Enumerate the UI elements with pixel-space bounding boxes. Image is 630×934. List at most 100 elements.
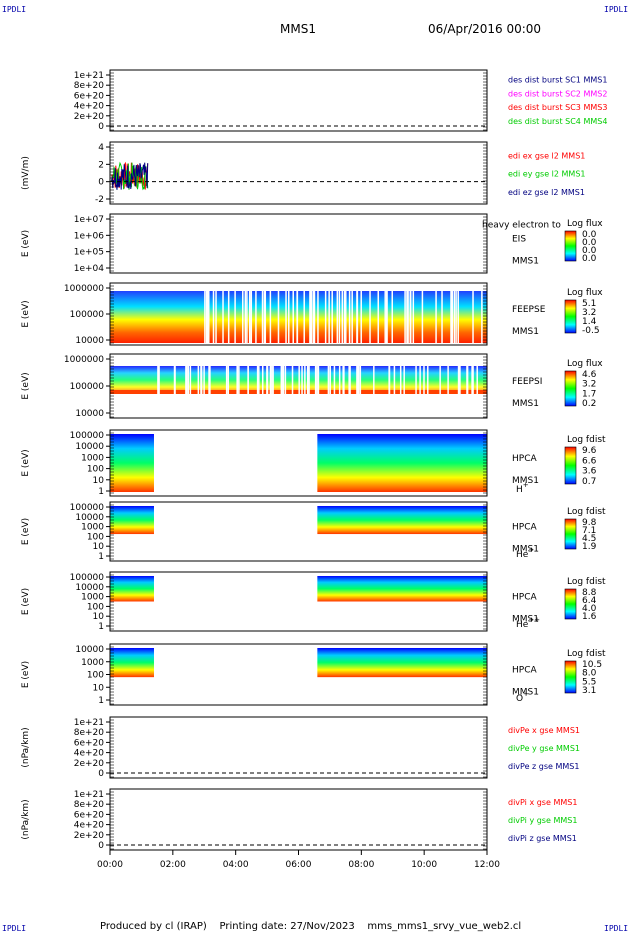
colorbar-tick-label: 10.5 — [582, 660, 602, 670]
data-gap — [439, 360, 441, 404]
data-gap — [466, 360, 468, 404]
panel-p3: 1e+07 1e+06 1e+05 1e+04 E (eV) EIS MMS1 heavy e… — [21, 213, 603, 274]
data-gap — [189, 360, 192, 404]
data-gap — [258, 360, 260, 404]
x-tick-label: 06:00 — [286, 860, 312, 870]
data-gap — [329, 360, 331, 404]
instrument-name: HPCA — [512, 593, 537, 603]
colorbar-tick-label: 0.0 — [582, 254, 597, 264]
colorbar — [564, 588, 577, 620]
y-tick-label: 2e+20 — [74, 759, 105, 769]
colorbar-tick-label: 0.0 — [582, 238, 597, 248]
y-tick-label: 1 — [98, 552, 104, 562]
y-tick-label: 1000 — [81, 453, 104, 463]
colorbar — [564, 370, 577, 407]
panel-frame — [109, 69, 488, 132]
data-gap — [423, 360, 425, 404]
y-tick-label: 8e+20 — [74, 81, 105, 91]
y-tick-label: 10 — [93, 542, 105, 552]
data-gap — [285, 287, 287, 343]
data-gap — [204, 287, 206, 343]
colorbar — [564, 299, 577, 334]
data-gap — [250, 287, 253, 343]
data-gap — [298, 360, 300, 404]
hpca-spectrogram-H+ — [110, 434, 487, 492]
colorbar-title: Log fdist — [567, 649, 606, 659]
colorbar-title: Log flux — [567, 219, 603, 229]
data-gap — [287, 287, 290, 343]
data-gap — [208, 360, 210, 404]
y-tick-label: 100000 — [70, 573, 105, 583]
legend-entry: edi ey gse l2 MMS1 — [508, 170, 586, 179]
data-gap — [377, 287, 379, 343]
legend-entry: divPe y gse MMS1 — [508, 744, 580, 753]
y-axis-label: (mV/m) — [21, 156, 31, 190]
spacecraft-label: MMS1 — [512, 399, 539, 409]
colorbar — [564, 230, 577, 262]
data-gap — [212, 287, 215, 343]
x-axis: 00:00 02:00 04:00 06:00 08:00 10:00 12:00 — [97, 850, 500, 870]
instrument-name: HPCA — [512, 523, 537, 533]
spacecraft-label: MMS1 — [512, 327, 539, 337]
data-gap — [292, 287, 294, 343]
hpca-early-interval — [110, 648, 154, 678]
data-gap — [207, 287, 209, 343]
colorbar-tick-label: 3.1 — [582, 686, 596, 696]
colorbar-tick-label: 1.7 — [582, 389, 596, 399]
data-gap — [227, 287, 230, 343]
data-gap — [373, 360, 375, 404]
colorbar-tick-label: 3.2 — [582, 380, 596, 390]
hpca-early-interval — [110, 506, 154, 535]
data-gap — [157, 360, 159, 404]
data-gap — [357, 360, 360, 404]
legend-entry: divPi z gse MMS1 — [508, 834, 577, 843]
data-gap — [222, 287, 224, 343]
y-tick-label: 4 — [98, 143, 104, 153]
data-gap — [453, 287, 456, 343]
spacecraft-label: MMS1 — [512, 257, 539, 267]
y-tick-label: 1e+04 — [74, 264, 105, 274]
spacecraft-label: MMS1 — [512, 688, 539, 698]
y-axis-label: E (eV) — [21, 588, 31, 615]
data-gap — [197, 360, 200, 404]
hpca-late-interval — [317, 576, 487, 602]
spacecraft-label: MMS1 — [512, 476, 539, 486]
colorbar-tick-label: 0.0 — [582, 246, 597, 256]
y-axis-label: E (eV) — [21, 661, 31, 688]
data-gap — [356, 360, 358, 404]
spacecraft-title: MMS1 — [280, 22, 316, 36]
colorbar-tick-label: 5.5 — [582, 677, 596, 687]
data-gap — [263, 287, 266, 343]
data-gap — [419, 360, 421, 404]
data-gap — [284, 360, 287, 404]
data-gap — [481, 287, 483, 343]
y-tick-label: 0 — [98, 178, 104, 188]
panel-frame — [109, 788, 488, 851]
y-tick-label: 100000 — [70, 431, 105, 441]
legend-entry: des dist burst SC4 MMS4 — [508, 117, 607, 126]
colorbar-tick-label: 6.4 — [582, 596, 597, 606]
data-gap — [304, 360, 306, 404]
data-gap — [266, 360, 269, 404]
data-gap — [447, 360, 449, 404]
footer-credits: Produced by cl (IRAP) Printing date: 27/… — [100, 921, 522, 932]
y-tick-label: 2e+20 — [74, 112, 105, 122]
data-gap — [328, 287, 330, 343]
colorbar-tick-label: 8.8 — [582, 588, 597, 598]
colorbar-tick-label: 9.8 — [582, 518, 597, 528]
hpca-late-interval — [317, 506, 487, 535]
data-gap — [303, 287, 305, 343]
y-tick-label: 0 — [98, 769, 104, 779]
data-gap — [238, 360, 240, 404]
feepse-spectrum-fill — [110, 291, 487, 343]
colorbar-title: Log flux — [567, 359, 603, 369]
data-gap — [291, 360, 294, 404]
y-tick-label: 100 — [87, 671, 104, 681]
y-tick-label: 1000 — [81, 658, 104, 668]
y-axis-label: E (eV) — [21, 230, 31, 257]
y-tick-label: 6e+20 — [74, 738, 105, 748]
data-gap — [316, 360, 318, 404]
